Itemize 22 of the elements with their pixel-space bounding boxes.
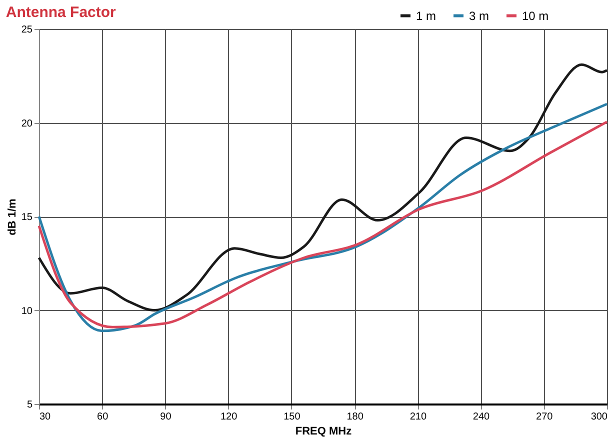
x-tick-label: 60: [97, 412, 109, 422]
x-tick-label: 240: [472, 412, 490, 422]
y-tick-label: 15: [21, 212, 33, 223]
chart-title: Antenna Factor: [6, 4, 116, 21]
y-tick-label: 10: [21, 306, 33, 317]
x-tick-label: 150: [284, 412, 301, 422]
y-tick-label: 25: [21, 24, 33, 36]
x-tick-label: 120: [220, 412, 238, 422]
x-tick-label: 270: [536, 412, 554, 422]
x-tick-label: 30: [40, 412, 52, 422]
x-axis-title: FREQ MHz: [295, 426, 352, 438]
x-tick-label: 300: [590, 412, 608, 422]
legend-label: 10 m: [522, 8, 549, 23]
legend-label: 3 m: [469, 8, 490, 23]
x-tick-label: 180: [346, 412, 364, 422]
y-tick-label: 20: [21, 118, 33, 130]
legend-label: 1 m: [416, 8, 436, 23]
line-series: [38, 63, 608, 312]
y-axis-title: dB 1/m: [6, 198, 18, 236]
x-tick-label: 210: [410, 412, 427, 422]
y-tick-label: 5: [26, 400, 33, 410]
x-tick-label: 90: [160, 412, 172, 422]
